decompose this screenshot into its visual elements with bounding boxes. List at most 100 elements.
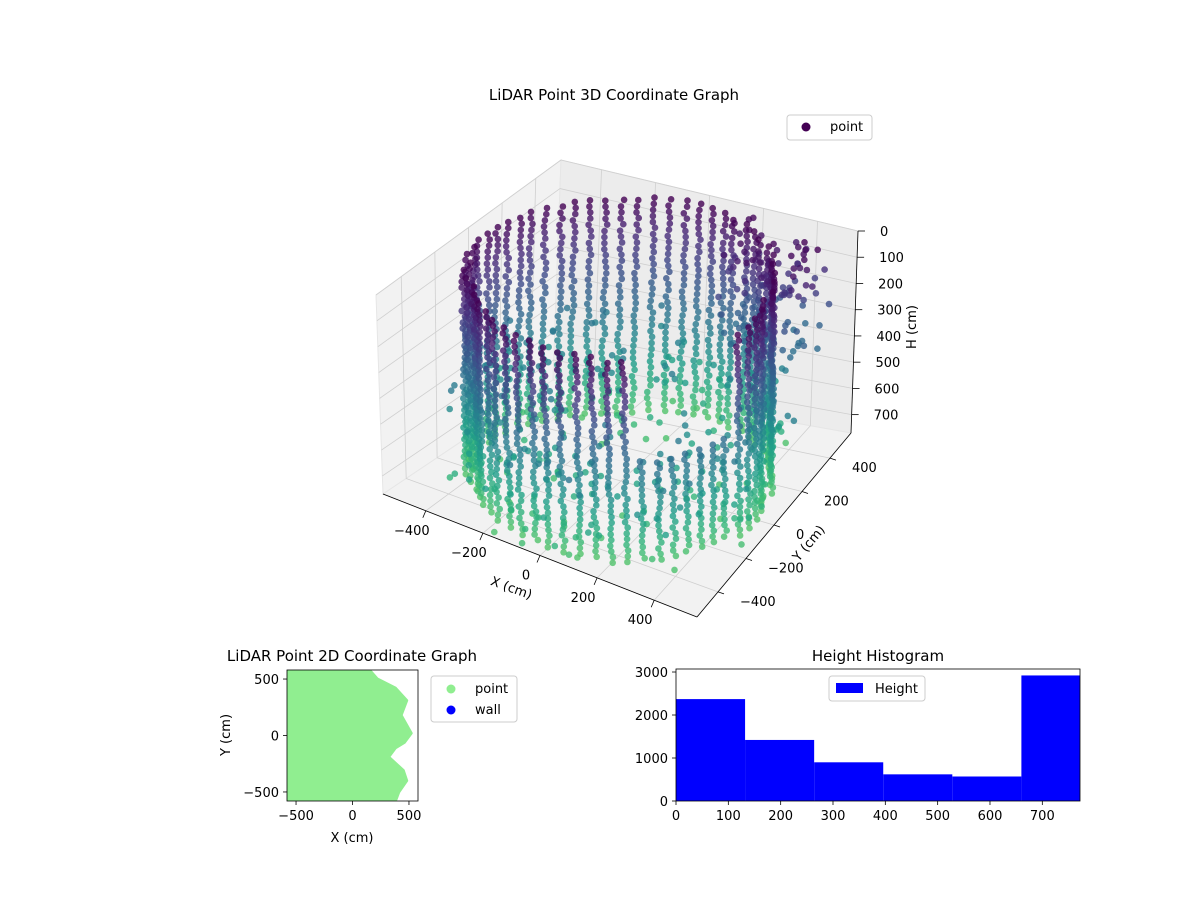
point-3d xyxy=(720,481,727,489)
point-3d xyxy=(733,343,740,350)
point-3d xyxy=(464,333,472,340)
point-3d xyxy=(737,463,744,470)
point-3d xyxy=(767,438,775,446)
point-3d xyxy=(782,367,789,374)
point-3d xyxy=(656,504,663,512)
point-3d xyxy=(571,198,579,206)
point-3d xyxy=(616,227,624,234)
point-3d xyxy=(640,509,647,516)
point-3d xyxy=(731,458,738,465)
point-3d xyxy=(801,239,808,246)
point-3d xyxy=(725,424,732,431)
point-3d xyxy=(753,458,761,466)
point-3d xyxy=(608,536,615,544)
point-3d xyxy=(476,311,483,319)
point-3d xyxy=(665,238,673,246)
point-3d xyxy=(486,457,494,464)
point-3d xyxy=(491,308,499,315)
point-3d xyxy=(527,208,535,216)
point-3d xyxy=(540,253,547,261)
point-3d xyxy=(719,358,726,366)
point-3d xyxy=(518,491,525,499)
point-3d xyxy=(664,298,671,306)
point-3d xyxy=(476,278,483,285)
point-3d xyxy=(704,414,712,421)
point-3d xyxy=(543,446,551,454)
y-tick-label-2d: 0 xyxy=(271,730,279,745)
y-tick-label-3d: 0 xyxy=(796,528,804,543)
point-3d xyxy=(570,277,578,285)
point-3d xyxy=(558,270,566,277)
point-3d xyxy=(468,443,476,451)
point-3d xyxy=(612,403,619,411)
point-3d xyxy=(696,248,703,256)
point-3d xyxy=(682,263,689,271)
point-3d xyxy=(516,317,523,324)
point-3d xyxy=(494,517,502,524)
point-3d xyxy=(565,476,573,484)
point-3d xyxy=(795,293,802,300)
point-3d xyxy=(502,297,509,304)
point-3d xyxy=(790,265,798,272)
legend-2d-point-label: point xyxy=(475,682,508,697)
point-3d xyxy=(683,507,690,515)
point-3d xyxy=(717,299,725,307)
point-3d xyxy=(620,347,627,355)
point-3d xyxy=(606,468,613,475)
point-3d xyxy=(664,310,671,318)
point-3d xyxy=(736,532,744,539)
point-3d xyxy=(545,492,553,500)
point-3d xyxy=(671,478,678,485)
point-3d xyxy=(587,388,595,395)
point-3d xyxy=(768,432,775,440)
point-3d xyxy=(502,309,509,316)
point-3d xyxy=(710,487,717,494)
point-3d xyxy=(573,453,580,461)
point-3d xyxy=(506,472,513,480)
point-3d xyxy=(719,239,727,247)
point-3d xyxy=(600,288,608,296)
point-3d xyxy=(720,281,727,288)
point-3d xyxy=(685,513,692,520)
point-3d xyxy=(561,537,569,544)
point-3d xyxy=(720,470,728,477)
point-3d xyxy=(574,554,581,561)
point-3d xyxy=(670,484,678,491)
point-3d xyxy=(623,541,630,549)
point-3d xyxy=(698,503,705,510)
histogram-bar xyxy=(814,762,884,801)
point-3d xyxy=(709,498,717,506)
point-3d xyxy=(744,427,752,435)
x-tick-label-histogram: 0 xyxy=(672,809,680,824)
point-3d xyxy=(690,493,698,501)
point-3d xyxy=(545,481,553,488)
point-3d xyxy=(525,245,533,252)
point-3d xyxy=(654,470,661,478)
point-3d xyxy=(720,251,728,259)
point-3d xyxy=(558,469,565,476)
point-3d xyxy=(745,347,752,354)
point-3d xyxy=(502,341,510,348)
grid-line xyxy=(498,415,803,492)
point-3d xyxy=(476,369,484,376)
point-3d xyxy=(476,357,483,365)
point-3d xyxy=(658,302,665,309)
point-3d xyxy=(768,346,776,353)
point-3d xyxy=(741,303,748,311)
point-3d xyxy=(726,412,733,419)
point-3d xyxy=(476,334,483,342)
point-3d xyxy=(635,214,642,222)
point-3d xyxy=(556,318,563,326)
point-3d xyxy=(695,242,702,250)
point-3d xyxy=(569,217,577,224)
point-3d xyxy=(752,470,759,478)
point-3d xyxy=(539,326,547,334)
point-3d xyxy=(607,542,614,550)
point-3d xyxy=(710,210,717,218)
point-3d xyxy=(771,269,779,277)
point-3d xyxy=(503,249,510,256)
point-3d xyxy=(710,475,717,483)
point-3d xyxy=(467,420,474,428)
point-3d xyxy=(538,367,546,374)
point-3d xyxy=(638,480,646,488)
